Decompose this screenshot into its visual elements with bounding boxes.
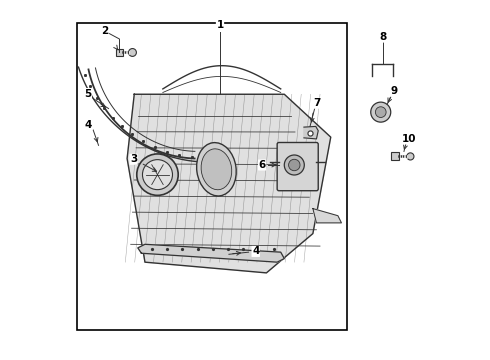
FancyBboxPatch shape [277,143,318,191]
Text: 6: 6 [259,160,266,170]
Text: 7: 7 [313,98,320,108]
Text: 1: 1 [217,19,223,30]
Text: 2: 2 [101,26,109,36]
Text: 3: 3 [130,154,137,164]
Polygon shape [127,94,331,273]
Polygon shape [138,244,284,262]
Ellipse shape [196,143,236,196]
Circle shape [289,159,300,171]
Text: 4: 4 [252,247,259,256]
Polygon shape [304,126,318,139]
Circle shape [407,153,414,160]
Text: 4: 4 [85,120,92,130]
Text: 5: 5 [84,89,92,99]
Circle shape [375,107,386,117]
Circle shape [128,49,136,57]
Bar [392,153,399,160]
Circle shape [371,102,391,122]
Bar [77,23,347,330]
Bar [117,49,123,56]
Circle shape [284,155,304,175]
Text: 10: 10 [401,134,416,144]
Circle shape [137,154,178,195]
Text: 9: 9 [391,86,398,96]
Ellipse shape [201,149,232,190]
Polygon shape [313,208,342,223]
Text: 8: 8 [379,32,386,42]
Circle shape [143,159,172,190]
